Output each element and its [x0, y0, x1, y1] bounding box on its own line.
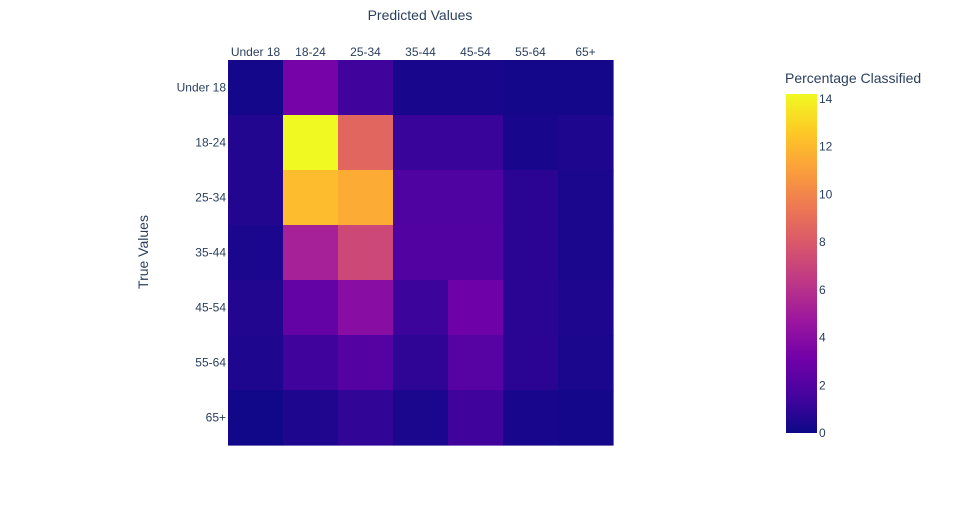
heatmap-cell [448, 225, 504, 281]
x-axis-title: Predicted Values [368, 7, 473, 23]
heatmap-cells [228, 60, 614, 446]
heatmap-cell [338, 225, 394, 281]
y-tick-label: 25-34 [195, 191, 226, 205]
colorbar-ticks: 0 2 4 6 8 10 12 14 [819, 92, 833, 440]
heatmap-cell [558, 115, 614, 171]
x-tick-label: 35-44 [405, 45, 436, 59]
colorbar-tick-label: 8 [819, 235, 826, 249]
heatmap-cell [503, 225, 559, 281]
heatmap-cell [393, 335, 449, 391]
heatmap-cell [448, 170, 504, 226]
heatmap-cell [503, 335, 559, 391]
heatmap-cell [283, 280, 339, 336]
x-tick-label: 18-24 [295, 45, 326, 59]
heatmap-cell [283, 390, 339, 446]
heatmap-cell [393, 170, 449, 226]
heatmap-cell [228, 390, 284, 446]
heatmap-cell [558, 170, 614, 226]
heatmap-cell [338, 390, 394, 446]
colorbar: Percentage Classified 0 2 4 6 8 10 12 14 [785, 70, 921, 440]
heatmap-cell [228, 225, 284, 281]
heatmap-cell [283, 225, 339, 281]
heatmap-cell [558, 390, 614, 446]
x-tick-label: 55-64 [515, 45, 546, 59]
colorbar-gradient-bar [786, 94, 817, 433]
heatmap-cell [338, 170, 394, 226]
colorbar-title: Percentage Classified [785, 70, 921, 86]
heatmap-cell [283, 60, 339, 116]
heatmap-cell [338, 280, 394, 336]
y-tick-label: Under 18 [177, 81, 227, 95]
colorbar-tick-label: 0 [819, 426, 826, 440]
heatmap-cell [448, 335, 504, 391]
heatmap-cell [558, 280, 614, 336]
colorbar-tick-label: 12 [819, 140, 833, 154]
heatmap-cell [503, 60, 559, 116]
heatmap-cell [338, 60, 394, 116]
heatmap-cell [448, 115, 504, 171]
heatmap-cell [228, 335, 284, 391]
heatmap-cell [393, 60, 449, 116]
heatmap-cell [448, 280, 504, 336]
colorbar-tick-label: 10 [819, 187, 833, 201]
x-axis-ticks: Under 18 18-24 25-34 35-44 45-54 55-64 65+ [231, 45, 596, 59]
x-tick-label: 25-34 [350, 45, 381, 59]
y-tick-label: 55-64 [195, 356, 226, 370]
heatmap-cell [503, 280, 559, 336]
heatmap-cell [338, 335, 394, 391]
heatmap-cell [503, 390, 559, 446]
y-tick-label: 45-54 [195, 301, 226, 315]
heatmap-cell [393, 115, 449, 171]
y-tick-label: 18-24 [195, 136, 226, 150]
heatmap-cell [448, 60, 504, 116]
heatmap-cell [558, 225, 614, 281]
y-tick-label: 35-44 [195, 246, 226, 260]
heatmap-cell [558, 335, 614, 391]
heatmap-cell [283, 335, 339, 391]
heatmap-cell [283, 115, 339, 171]
heatmap-cell [338, 115, 394, 171]
heatmap-cell [283, 170, 339, 226]
heatmap-cell [228, 60, 284, 116]
heatmap-cell [503, 115, 559, 171]
x-tick-label: 45-54 [460, 45, 491, 59]
y-axis-title: True Values [135, 215, 151, 289]
colorbar-tick-label: 14 [819, 92, 833, 106]
heatmap-cell [558, 60, 614, 116]
x-tick-label: 65+ [575, 45, 595, 59]
colorbar-tick-label: 6 [819, 283, 826, 297]
heatmap-cell [448, 390, 504, 446]
heatmap-cell [393, 280, 449, 336]
heatmap-cell [228, 170, 284, 226]
x-tick-label: Under 18 [231, 45, 281, 59]
colorbar-tick-label: 2 [819, 378, 826, 392]
heatmap-cell [503, 170, 559, 226]
heatmap-cell [228, 280, 284, 336]
heatmap-cell [228, 115, 284, 171]
y-tick-label: 65+ [206, 411, 226, 425]
heatmap-cell [393, 225, 449, 281]
heatmap-cell [393, 390, 449, 446]
y-axis-ticks: Under 18 18-24 25-34 35-44 45-54 55-64 65+ [177, 81, 227, 425]
colorbar-tick-label: 4 [819, 331, 826, 345]
